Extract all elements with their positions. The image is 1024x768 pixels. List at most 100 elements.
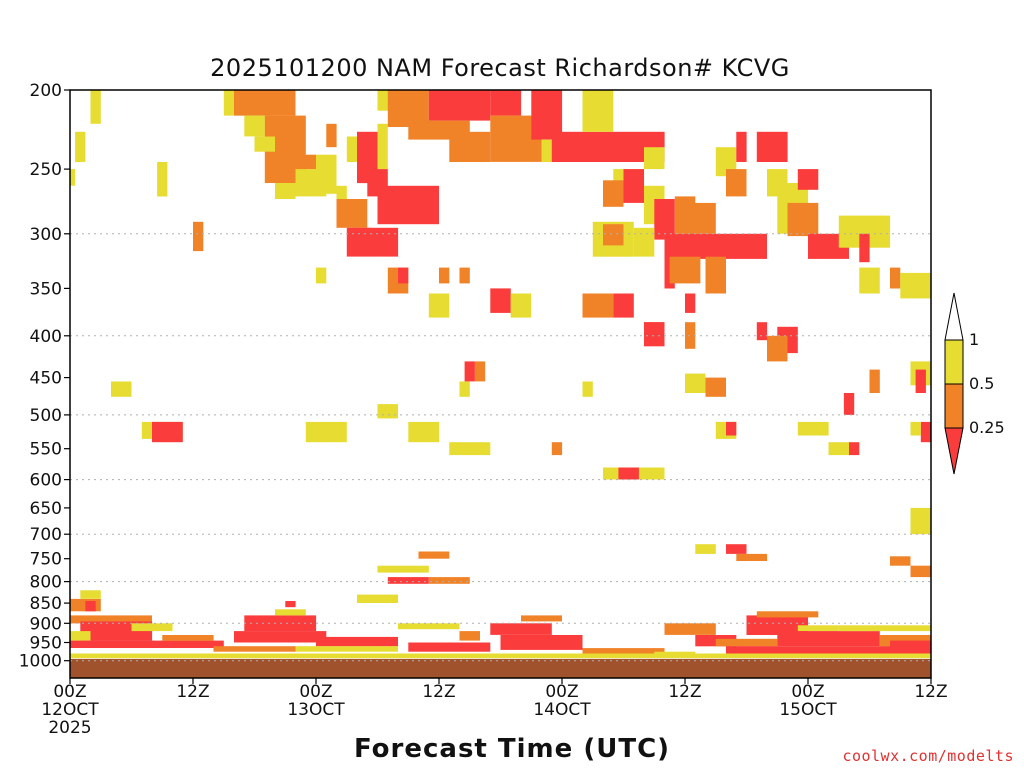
heatmap-cells — [70, 90, 932, 659]
heatmap-cell — [746, 615, 808, 635]
heatmap-cell — [623, 169, 644, 203]
y-tick-label: 800 — [30, 573, 62, 593]
heatmap-cell — [859, 267, 880, 294]
heatmap-cell — [797, 169, 819, 190]
y-tick-label: 300 — [30, 225, 62, 245]
heatmap-cell — [531, 90, 563, 140]
heatmap-cell — [326, 123, 337, 148]
x-tick-label: 00Z — [545, 682, 578, 702]
heatmap-cell — [234, 90, 296, 116]
heatmap-cell — [618, 467, 639, 480]
heatmap-cell — [859, 233, 870, 263]
heatmap-cell — [915, 369, 926, 393]
heatmap-cell — [685, 293, 696, 313]
heatmap-cell — [613, 293, 634, 318]
plot-frame — [69, 89, 932, 679]
heatmap-cell — [111, 381, 132, 397]
heatmap-cell — [152, 421, 183, 443]
y-tick-label: 350 — [30, 279, 62, 299]
heatmap-cell — [828, 442, 849, 456]
heatmap-cell — [664, 233, 767, 259]
heatmap-cell — [669, 256, 701, 284]
y-tick-label: 950 — [30, 634, 62, 654]
x-tick-label: 12Z — [914, 682, 947, 702]
heatmap-cell — [70, 615, 152, 624]
y-tick-label: 700 — [30, 525, 62, 545]
legend-bin-high — [944, 292, 964, 341]
heatmap-cell — [910, 507, 931, 535]
heatmap-cell — [582, 90, 614, 132]
heatmap-cell — [767, 335, 788, 362]
heatmap-cell — [890, 640, 931, 650]
heatmap-cell — [705, 256, 726, 294]
y-tick-label: 1000 — [19, 652, 62, 672]
y-tick-label: 550 — [30, 440, 62, 460]
y-tick-label: 750 — [30, 550, 62, 570]
heatmap-cell — [777, 631, 880, 647]
heatmap-cell — [654, 199, 675, 240]
legend-label: 0.5 — [969, 374, 994, 393]
heatmap-cell — [459, 631, 480, 641]
y-axis: 200 250 300 350 400 450 500 550 600 650 700 750 8008… — [19, 81, 70, 672]
heatmap-cell — [582, 648, 665, 654]
heatmap-cell — [398, 267, 409, 284]
heatmap-cell — [736, 131, 747, 162]
heatmap-cell — [408, 421, 440, 443]
heatmap-cell — [193, 221, 204, 252]
x-tick-label: 12Z — [176, 682, 209, 702]
heatmap-cell — [70, 169, 76, 186]
heatmap-cell — [695, 544, 716, 554]
heatmap-cell — [500, 635, 583, 650]
heatmap-cell — [490, 288, 511, 313]
x-tick-label: 2025 — [48, 718, 91, 738]
heatmap-cell — [705, 377, 726, 397]
heatmap-cell — [797, 421, 829, 436]
heatmap-cell — [162, 635, 214, 641]
x-tick-label: 12OCT — [41, 700, 99, 720]
heatmap-cell — [377, 185, 439, 225]
heatmap-cell — [131, 623, 173, 632]
heatmap-cell — [685, 202, 716, 234]
heatmap-cell — [715, 638, 778, 647]
heatmap-cell — [377, 565, 429, 573]
heatmap-cell — [80, 590, 101, 599]
heatmap-cell — [603, 224, 624, 246]
heatmap-cell — [387, 577, 429, 584]
heatmap-cell — [90, 90, 101, 124]
heatmap-cell — [490, 623, 552, 635]
heatmap-cell — [70, 640, 224, 648]
heatmap-cell — [244, 115, 265, 137]
heatmap-cell — [838, 625, 932, 632]
y-tick-label: 900 — [30, 614, 62, 634]
heatmap-cell — [726, 169, 747, 197]
heatmap-cell — [305, 421, 347, 443]
credit-link[interactable]: coolwx.com/modelts — [842, 747, 1014, 765]
heatmap-cell — [316, 154, 337, 194]
heatmap-cell — [521, 615, 562, 622]
heatmap-cell — [736, 553, 768, 561]
x-tick-label: 12Z — [422, 682, 455, 702]
heatmap-cell — [910, 565, 931, 578]
x-tick-label: 12Z — [668, 682, 701, 702]
heatmap-cell — [275, 183, 296, 199]
heatmap-cell — [869, 369, 880, 393]
y-tick-label: 450 — [30, 369, 62, 389]
heatmap-cell — [890, 556, 911, 566]
heatmap-cell — [70, 653, 931, 659]
ground-fill — [70, 658, 931, 678]
y-tick-label: 850 — [30, 594, 62, 614]
heatmap-cell — [449, 131, 491, 162]
heatmap-cell — [459, 381, 470, 397]
heatmap-cell — [275, 609, 306, 616]
heatmap-cell — [254, 136, 275, 152]
heatmap-cell — [377, 123, 388, 170]
heatmap-cell — [900, 272, 932, 299]
heatmap-cell — [464, 361, 475, 382]
x-tick-label: 00Z — [791, 682, 824, 702]
x-tick-label: 13OCT — [287, 700, 345, 720]
heatmap-cell — [428, 90, 491, 121]
heatmap-cell — [70, 631, 91, 641]
heatmap-cell — [726, 421, 737, 436]
y-tick-label: 650 — [30, 499, 62, 519]
